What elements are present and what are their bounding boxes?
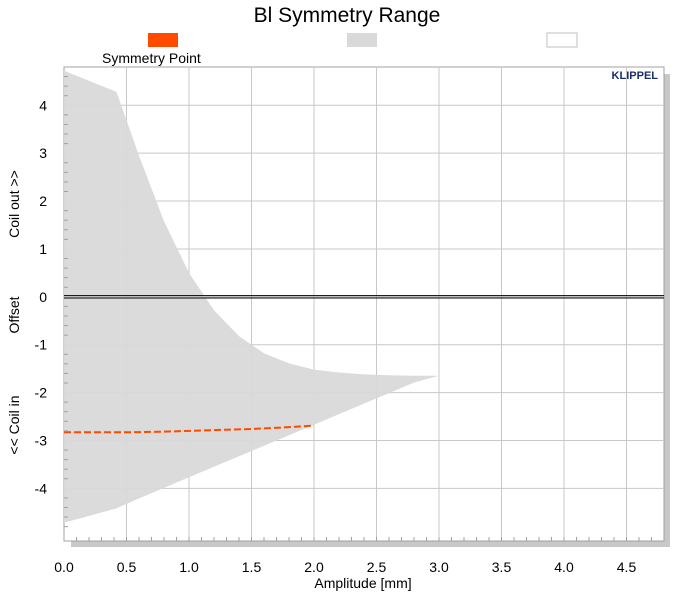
legend-swatch-outside xyxy=(546,32,578,48)
x-tick-label: 3.5 xyxy=(492,559,512,575)
legend-swatch-symmetry-point xyxy=(148,33,178,47)
y-tick-label: 0 xyxy=(39,289,47,305)
x-tick-label: 0.0 xyxy=(54,559,74,575)
x-tick-label: 0.5 xyxy=(117,559,137,575)
series-line-0 xyxy=(64,424,315,434)
x-tick-label: 1.5 xyxy=(242,559,262,575)
y-tick-labels: 4 3 2 1 0 -1 -2 -3 -4 xyxy=(35,97,48,496)
range-area-layer xyxy=(64,70,439,523)
y-tick-label: -3 xyxy=(35,432,48,448)
x-tick-label: 2.0 xyxy=(304,559,324,575)
series-layer xyxy=(64,424,315,434)
y-tick-label: 1 xyxy=(39,241,47,257)
y-axis-label-offset: Offset xyxy=(6,296,22,333)
y-axis-label-coil-in: << Coil in xyxy=(6,395,22,454)
y-tick-label: 3 xyxy=(39,145,47,161)
y-tick-label: 4 xyxy=(39,97,47,113)
y-tick-label: 2 xyxy=(39,193,47,209)
x-axis-label: Amplitude [mm] xyxy=(314,575,411,591)
plot-shadow-right xyxy=(664,74,670,547)
legend-label-symmetry-point: Symmetry Point xyxy=(102,50,201,66)
chart-title: Bl Symmetry Range xyxy=(254,4,441,27)
y-tick-label: -4 xyxy=(35,480,48,496)
x-tick-label: 4.5 xyxy=(617,559,637,575)
symmetry-range-area xyxy=(64,70,439,523)
y-tick-label: -2 xyxy=(35,385,48,401)
x-tick-label: 1.0 xyxy=(179,559,199,575)
zero-line-layer xyxy=(64,295,664,299)
y-axis-label-coil-out: Coil out >> xyxy=(6,170,22,238)
y-tick-label: -1 xyxy=(35,337,48,353)
x-tick-labels: 0.0 0.5 1.0 1.5 2.0 2.5 3.0 3.5 4.0 4.5 xyxy=(54,559,636,575)
brand-logo-text: KLIPPEL xyxy=(612,70,659,82)
x-tick-label: 3.0 xyxy=(429,559,449,575)
legend-swatch-range xyxy=(347,33,377,47)
x-tick-label: 4.0 xyxy=(554,559,574,575)
x-tick-label: 2.5 xyxy=(367,559,387,575)
plot-shadow-bottom xyxy=(71,541,670,547)
minor-ticks xyxy=(64,66,652,541)
